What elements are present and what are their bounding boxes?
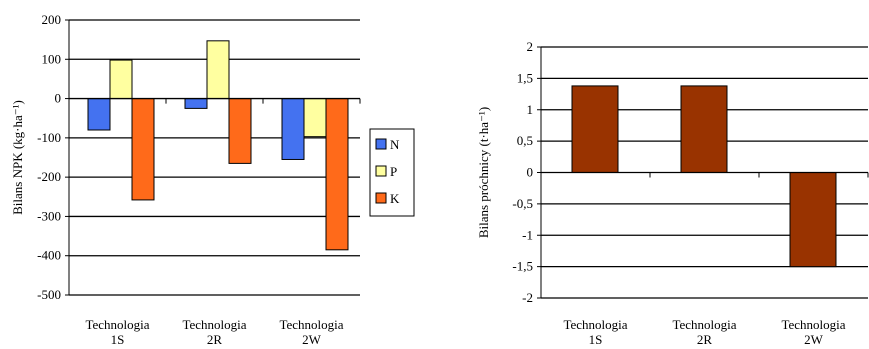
y-tick-label: 0 bbox=[527, 165, 534, 180]
bar bbox=[789, 172, 837, 268]
bar bbox=[109, 59, 133, 100]
y-axis-label: Bilans NPK (kg·ha⁻¹) bbox=[10, 100, 25, 215]
bar bbox=[87, 98, 111, 131]
category-label: 2R bbox=[697, 332, 713, 347]
y-tick-label: -500 bbox=[37, 287, 61, 302]
y-tick-label: -1,5 bbox=[512, 259, 533, 274]
y-tick-label: -0,5 bbox=[512, 196, 533, 211]
y-tick-label: -2 bbox=[522, 290, 533, 305]
bar bbox=[680, 85, 728, 173]
y-tick-label: 1 bbox=[527, 102, 534, 117]
bar bbox=[303, 98, 327, 138]
category-label: 1S bbox=[589, 332, 603, 347]
category-label: Technologia bbox=[85, 317, 149, 332]
legend: NPK bbox=[369, 128, 415, 217]
bar bbox=[206, 40, 230, 100]
legend-label: P bbox=[390, 164, 397, 179]
legend-label: K bbox=[390, 191, 400, 206]
legend-swatch bbox=[375, 192, 387, 204]
bar bbox=[325, 98, 349, 251]
bar bbox=[571, 85, 619, 173]
category-label: 1S bbox=[111, 332, 125, 347]
bar bbox=[131, 98, 155, 201]
bar bbox=[228, 98, 252, 164]
y-tick-label: 0 bbox=[55, 91, 62, 106]
npk-balance-chart: Bilans NPK (kg·ha⁻¹) 200 100 0 -100 -200 -300… bbox=[10, 12, 361, 347]
y-tick-label: -100 bbox=[37, 130, 61, 145]
y-tick-label: 100 bbox=[42, 51, 62, 66]
y-tick-label: -400 bbox=[37, 248, 61, 263]
y-tick-label: 2 bbox=[527, 39, 534, 54]
category-label: 2W bbox=[804, 332, 824, 347]
legend-label: N bbox=[390, 137, 400, 152]
y-axis-label: Bilans próchnicy (t·ha⁻¹) bbox=[476, 107, 491, 238]
humus-balance-chart: Bilans próchnicy (t·ha⁻¹) 2 1,5 1 0,5 0 -0,5 -… bbox=[476, 39, 869, 347]
category-label: Technologia bbox=[182, 317, 246, 332]
category-label: Technologia bbox=[781, 317, 845, 332]
category-label: 2W bbox=[302, 332, 322, 347]
y-tick-label: 0,5 bbox=[517, 133, 533, 148]
bar bbox=[184, 98, 208, 109]
y-tick-label: -300 bbox=[37, 208, 61, 223]
legend-swatch bbox=[375, 138, 387, 150]
category-label: Technologia bbox=[279, 317, 343, 332]
y-tick-label: 1,5 bbox=[517, 70, 533, 85]
legend-swatch bbox=[375, 165, 387, 177]
bar bbox=[281, 98, 305, 160]
category-label: Technologia bbox=[672, 317, 736, 332]
category-label: 2R bbox=[207, 332, 223, 347]
y-tick-label: 200 bbox=[42, 12, 62, 27]
y-tick-label: -1 bbox=[522, 227, 533, 242]
y-tick-label: -200 bbox=[37, 169, 61, 184]
category-label: Technologia bbox=[563, 317, 627, 332]
